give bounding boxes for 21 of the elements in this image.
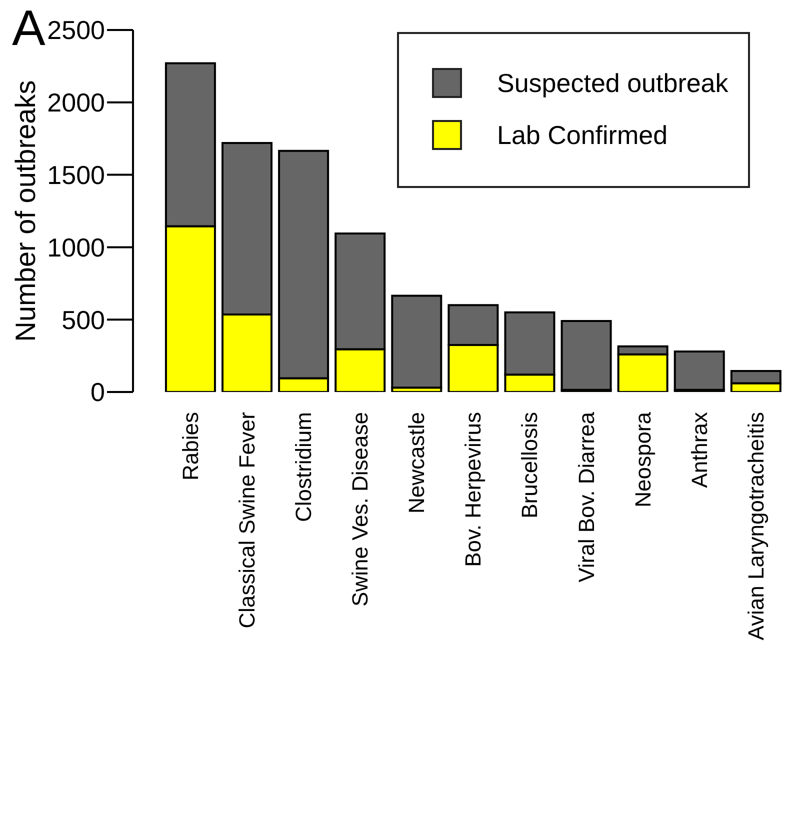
y-tick-label: 0 (90, 377, 105, 408)
y-axis-title: Number of outbreaks (10, 80, 41, 342)
chart-title: A (12, 0, 46, 56)
x-tick-label: Swine Ves. Disease (348, 412, 373, 606)
x-tick-label: Avian Laryngotracheitis (743, 412, 768, 640)
x-tick-label: Viral Bov. Diarrea (574, 411, 599, 582)
x-tick-label: Neospora (630, 411, 656, 508)
x-tick-label: Newcastle (404, 412, 430, 514)
y-tick-label: 500 (62, 304, 105, 335)
x-tick-label: Anthrax (686, 412, 712, 488)
legend-label: Lab Confirmed (497, 120, 668, 150)
y-tick-label: 1000 (47, 232, 105, 262)
x-tick-label: Bov. Herpevirus (460, 412, 486, 567)
y-tick-label: 2500 (47, 15, 105, 46)
y-tick-label: 1500 (47, 160, 105, 190)
legend-label: Suspected outbreak (497, 68, 728, 98)
x-tick-label: Brucellosis (517, 412, 542, 518)
x-tick-label: Rabies (178, 412, 203, 480)
x-tick-label: Clostridium (291, 412, 316, 522)
x-tick-label: Classical Swine Fever (234, 412, 260, 628)
y-tick-label: 2000 (47, 88, 105, 118)
